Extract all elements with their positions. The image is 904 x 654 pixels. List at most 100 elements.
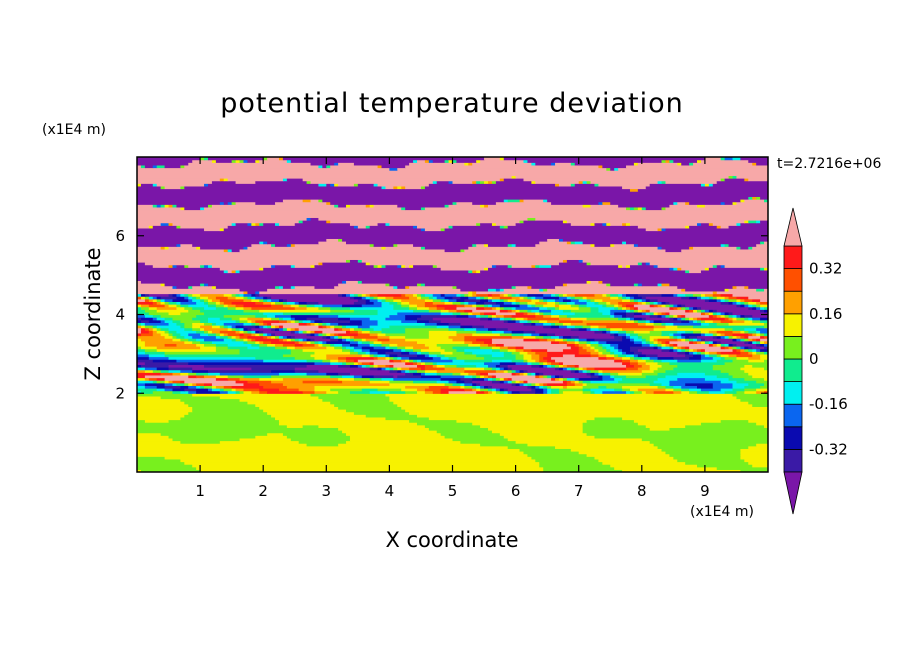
contour-cell: [137, 311, 150, 316]
contour-cell: [476, 327, 489, 331]
contour-cell: [685, 293, 694, 297]
contour-cell: [413, 380, 438, 384]
contour-cell: [491, 380, 501, 384]
contour-cell: [669, 343, 674, 347]
contour-cell: [511, 296, 521, 300]
contour-cell: [338, 332, 359, 337]
contour-cell: [657, 180, 663, 184]
contour-cell: [543, 335, 552, 339]
contour-cell: [401, 319, 418, 323]
contour-cell: [207, 264, 213, 268]
contour-cell: [527, 380, 564, 384]
contour-cell: [263, 301, 272, 305]
contour-cell: [452, 346, 481, 350]
contour-cell: [740, 351, 749, 355]
contour-cell: [188, 332, 201, 337]
contour-cell: [409, 411, 768, 415]
contour-cell: [507, 437, 643, 442]
contour-cell: [558, 317, 572, 321]
contour-cell: [338, 162, 355, 166]
contour-cell: [144, 382, 166, 386]
contour-cell: [685, 304, 738, 308]
contour-cell: [610, 296, 619, 300]
contour-cell: [491, 385, 529, 389]
contour-cell: [764, 367, 768, 371]
contour-cell: [756, 443, 768, 447]
contour-cell: [732, 311, 768, 316]
contour-cell: [622, 327, 655, 331]
contour-cell: [385, 296, 394, 300]
contour-cell: [673, 159, 698, 163]
contour-cell: [760, 356, 768, 360]
contour-cell: [645, 298, 651, 302]
contour-cell: [547, 388, 552, 392]
contour-cell: [361, 374, 375, 379]
contour-cell: [736, 390, 745, 394]
contour-cell: [275, 335, 280, 339]
contour-cell: [440, 293, 446, 297]
contour-cell: [562, 335, 572, 339]
contour-cell: [637, 225, 686, 229]
contour-cell: [168, 322, 178, 326]
contour-cell: [137, 372, 162, 376]
contour-cell: [558, 293, 564, 297]
contour-cell: [480, 385, 485, 389]
contour-cell: [724, 157, 734, 161]
contour-cell: [531, 385, 536, 389]
contour-cell: [689, 335, 698, 339]
contour-cell: [286, 385, 316, 389]
contour-cell: [440, 227, 446, 232]
contour-cell: [184, 340, 193, 344]
contour-cell: [330, 325, 335, 329]
contour-cell: [677, 372, 706, 376]
contour-cell: [156, 346, 201, 350]
contour-cell: [377, 298, 383, 302]
contour-cell: [712, 335, 718, 339]
contour-cell: [626, 353, 635, 358]
contour-cell: [661, 382, 671, 386]
contour-cell: [760, 338, 768, 342]
contour-cell: [137, 162, 189, 166]
contour-cell: [342, 325, 347, 329]
contour-cell: [456, 293, 461, 297]
contour-cell: [267, 157, 280, 161]
contour-cell: [137, 401, 185, 405]
contour-cell: [704, 319, 714, 323]
contour-cell: [369, 296, 375, 300]
contour-cell: [424, 353, 430, 358]
contour-cell: [137, 380, 154, 384]
contour-cell: [649, 382, 663, 386]
contour-cell: [330, 335, 335, 339]
contour-cell: [290, 264, 296, 268]
contour-cell: [357, 280, 363, 284]
contour-cell: [349, 319, 363, 323]
contour-cell: [602, 293, 607, 297]
contour-cell: [531, 382, 536, 386]
contour-cell: [503, 377, 509, 381]
contour-cell: [590, 298, 596, 302]
contour-cell: [531, 361, 540, 365]
contour-cell: [555, 301, 560, 305]
contour-cell: [353, 348, 363, 352]
contour-cell: [507, 309, 513, 313]
contour-cell: [278, 422, 418, 426]
contour-cell: [614, 304, 619, 308]
contour-cell: [417, 293, 422, 297]
contour-cell: [637, 348, 663, 352]
contour-cell: [377, 332, 387, 337]
contour-cell: [507, 346, 517, 350]
contour-cell: [590, 343, 600, 347]
contour-cell: [665, 311, 670, 316]
contour-cell: [160, 432, 268, 436]
contour-cell: [168, 369, 181, 373]
contour-cell: [472, 201, 497, 205]
contour-cell: [377, 367, 383, 371]
contour-cell: [570, 367, 576, 371]
contour-cell: [342, 327, 351, 331]
contour-cell: [282, 343, 296, 347]
contour-cell: [235, 159, 241, 163]
contour-cell: [405, 335, 430, 339]
contour-cell: [578, 367, 584, 371]
contour-cell: [152, 296, 158, 300]
contour-cell: [712, 356, 722, 360]
